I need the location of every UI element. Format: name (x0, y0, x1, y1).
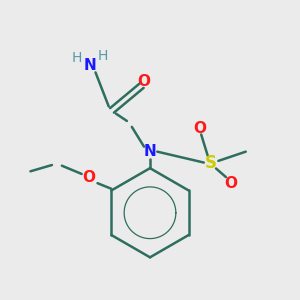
Text: O: O (82, 170, 95, 185)
Text: H: H (71, 51, 82, 65)
Text: O: O (193, 121, 206, 136)
Text: N: N (83, 58, 96, 73)
Text: O: O (224, 176, 237, 190)
Text: N: N (144, 144, 156, 159)
Text: O: O (137, 74, 150, 89)
Text: S: S (205, 154, 217, 172)
Text: H: H (98, 49, 108, 63)
